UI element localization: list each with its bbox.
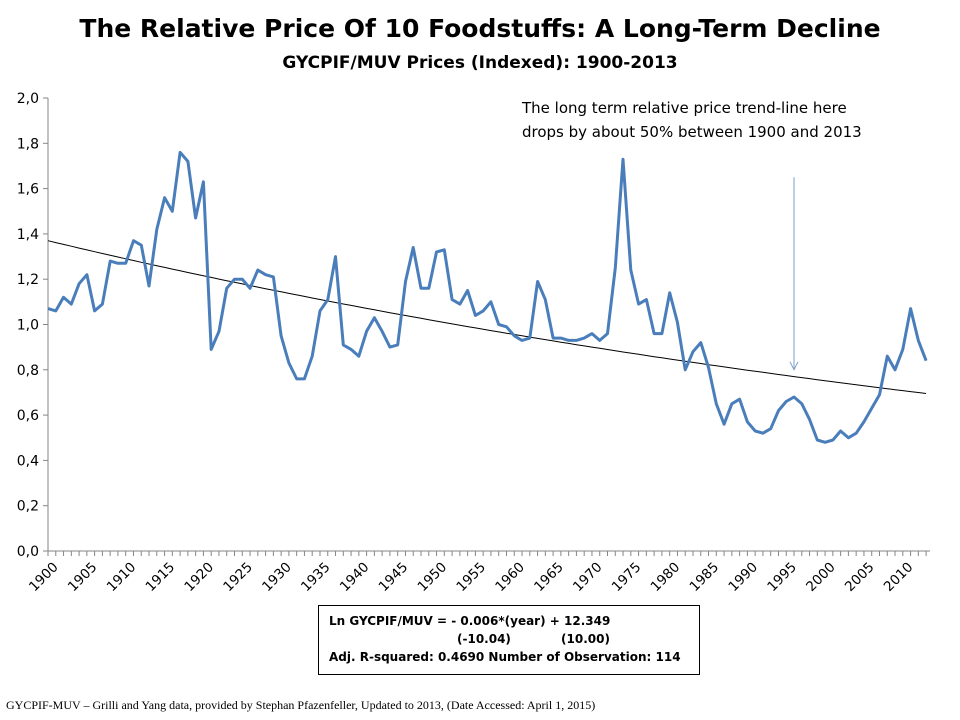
- trend-annotation: The long term relative price trend-line …: [522, 96, 932, 144]
- annotation-arrowhead: [789, 361, 799, 371]
- x-tick-label: 1905: [65, 559, 101, 595]
- x-tick-label: 1950: [415, 559, 451, 595]
- y-tick-label: 0,6: [17, 408, 39, 424]
- y-tick-label: 0,0: [17, 544, 39, 560]
- y-tick-label: 1,0: [17, 318, 39, 334]
- x-tick-label: 1900: [26, 559, 62, 595]
- regression-t-stats: (-10.04) (10.00): [457, 632, 610, 646]
- price-series-line: [47, 150, 928, 444]
- regression-box: Ln GYCPIF/MUV = - 0.006*(year) + 12.349 …: [318, 605, 700, 675]
- x-tick-label: 2000: [803, 559, 839, 595]
- x-tick-label: 1990: [725, 559, 761, 595]
- y-tick-label: 2,0: [17, 91, 39, 107]
- y-tick-label: 0,8: [17, 363, 39, 379]
- trend-line: [47, 240, 927, 394]
- regression-fit-stats: Adj. R-squared: 0.4690 Number of Observa…: [329, 650, 681, 664]
- x-tick-label: 1910: [104, 559, 140, 595]
- x-tick-label: 1920: [181, 559, 217, 595]
- y-tick-label: 0,2: [17, 499, 39, 515]
- x-tick-label: 1940: [337, 559, 373, 595]
- x-tick-label: 1935: [298, 559, 334, 595]
- y-tick-label: 0,4: [17, 453, 39, 469]
- x-tick-label: 1915: [143, 559, 179, 595]
- x-tick-label: 1945: [376, 559, 412, 595]
- y-tick-label: 1,6: [17, 182, 39, 198]
- x-tick-label: 1980: [648, 559, 684, 595]
- annotation-line-1: The long term relative price trend-line …: [522, 99, 847, 117]
- source-note: GYCPIF-MUV – Grilli and Yang data, provi…: [6, 698, 596, 712]
- x-tick-label: 1995: [764, 559, 800, 595]
- x-tick-label: 1970: [570, 559, 606, 595]
- regression-equation: Ln GYCPIF/MUV = - 0.006*(year) + 12.349: [329, 614, 611, 628]
- annotation-line-2: drops by about 50% between 1900 and 2013: [522, 123, 862, 141]
- x-tick-label: 1975: [609, 559, 645, 595]
- x-tick-label: 1985: [687, 559, 723, 595]
- y-tick-label: 1,2: [17, 272, 39, 288]
- x-tick-label: 1960: [492, 559, 528, 595]
- x-tick-label: 2005: [842, 559, 878, 595]
- x-tick-label: 1965: [531, 559, 567, 595]
- x-tick-label: 1930: [259, 559, 295, 595]
- y-tick-label: 1,8: [17, 136, 39, 152]
- x-tick-label: 1955: [453, 559, 489, 595]
- chart-subtitle: GYCPIF/MUV Prices (Indexed): 1900-2013: [282, 53, 678, 73]
- chart-title: The Relative Price Of 10 Foodstuffs: A L…: [79, 14, 881, 43]
- x-tick-label: 2010: [881, 559, 917, 595]
- x-tick-label: 1925: [220, 559, 256, 595]
- y-tick-label: 1,4: [17, 227, 39, 243]
